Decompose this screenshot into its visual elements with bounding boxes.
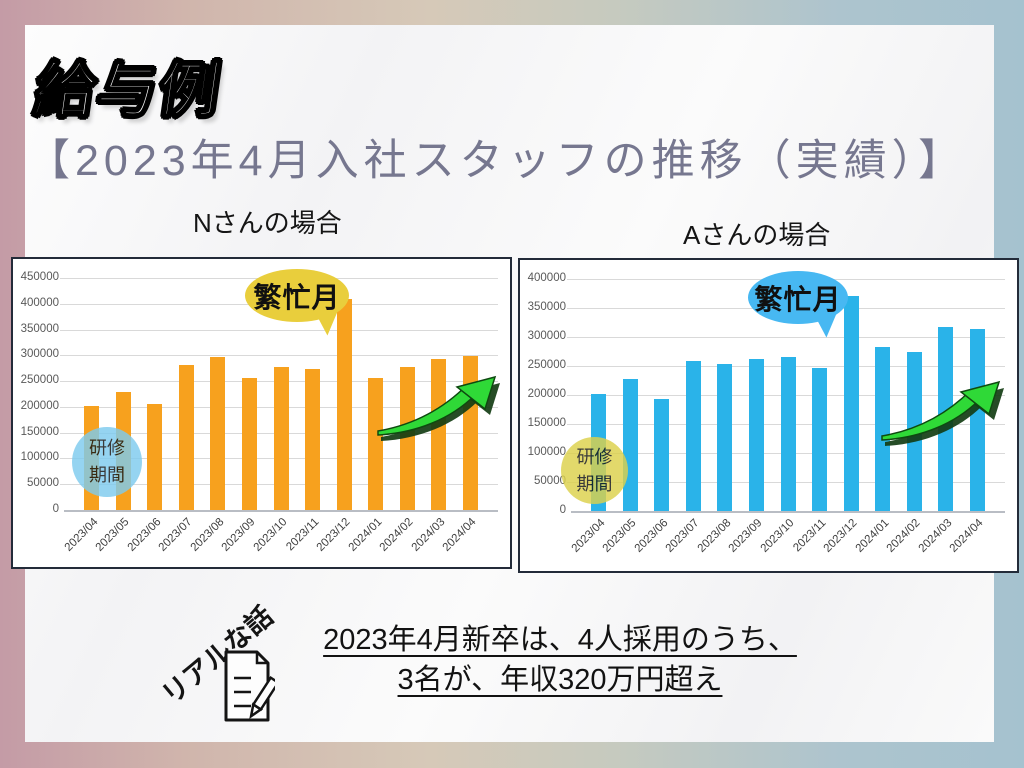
bar-2023/08 bbox=[210, 356, 226, 510]
busy-month-callout: 繁忙月 bbox=[245, 269, 349, 322]
training-period-badge: 研修 期間 bbox=[561, 437, 628, 504]
bar-2023/09 bbox=[748, 359, 764, 511]
memo-pencil-icon bbox=[224, 650, 275, 722]
y-axis-tick-label: 450000 bbox=[20, 271, 59, 283]
bar-2023/11 bbox=[812, 367, 828, 511]
bar-2023/10 bbox=[273, 367, 289, 510]
training-label-line2: 期間 bbox=[89, 465, 125, 485]
bar-2023/06 bbox=[147, 404, 163, 510]
y-axis-tick-label: 250000 bbox=[20, 374, 59, 387]
training-label-line1: 研修 bbox=[576, 446, 613, 467]
bar-2023/06 bbox=[654, 399, 670, 511]
page-subtitle: 【2023年4月入社スタッフの推移（実績）】 bbox=[27, 137, 967, 185]
y-axis-tick-label: 350000 bbox=[527, 301, 566, 313]
y-axis-tick-label: 200000 bbox=[527, 388, 566, 400]
page-title: 給与例 bbox=[30, 56, 227, 125]
chart-title-a-san: Aさんの場合 bbox=[683, 220, 831, 250]
chart-panel-a-san: 400000 350000 300000 250000 200000 150000 1000… bbox=[518, 258, 1019, 573]
bar-2023/08 bbox=[717, 363, 733, 511]
y-axis-tick-label: 400000 bbox=[20, 296, 59, 309]
y-axis-tick-label: 50000 bbox=[534, 475, 566, 487]
bar-2023/07 bbox=[685, 360, 701, 511]
x-axis-label: 2023/04 bbox=[569, 517, 608, 555]
y-axis-tick-label: 150000 bbox=[20, 425, 59, 438]
y-axis-tick-label: 400000 bbox=[527, 272, 566, 284]
bar-2023/05 bbox=[622, 378, 638, 511]
note-line-1: 2023年4月新卒は、4人採用のうち、 bbox=[323, 624, 797, 656]
bar-2023/10 bbox=[780, 357, 796, 511]
chart-title-n-san: Nさんの場合 bbox=[193, 208, 342, 238]
bar-2024/01 bbox=[368, 377, 384, 510]
bar-2023/09 bbox=[241, 377, 257, 510]
gridline bbox=[60, 355, 498, 357]
bar-2023/07 bbox=[178, 365, 194, 510]
training-label-line2: 期間 bbox=[576, 473, 613, 494]
gridline bbox=[567, 337, 1005, 338]
y-axis-tick-label: 100000 bbox=[20, 451, 59, 464]
bar-2024/01 bbox=[875, 347, 891, 511]
gridline bbox=[60, 329, 498, 331]
chart-panel-n-san: 450000 400000 350000 300000 250000 200000 1500… bbox=[11, 257, 512, 569]
bar-2023/12 bbox=[336, 298, 352, 510]
training-label-line1: 研修 bbox=[89, 438, 125, 458]
bar-2024/03 bbox=[431, 359, 447, 510]
y-axis-tick-label: 0 bbox=[559, 504, 566, 516]
y-axis-tick-label: 50000 bbox=[27, 477, 59, 490]
busy-month-callout: 繁忙月 bbox=[748, 271, 848, 324]
footer-note: 2023年4月新卒は、4人採用のうち、 3名が、年収320万円超え bbox=[285, 620, 835, 700]
bar-2023/11 bbox=[305, 368, 321, 510]
bar-2024/02 bbox=[399, 367, 415, 510]
y-axis-tick-label: 0 bbox=[52, 503, 59, 515]
bar-2023/12 bbox=[843, 296, 859, 511]
bar-2024/04 bbox=[969, 328, 985, 511]
growth-arrow-icon bbox=[377, 375, 500, 441]
y-axis-tick-label: 150000 bbox=[527, 417, 566, 429]
y-axis-tick-label: 100000 bbox=[527, 446, 566, 458]
note-line-2: 3名が、年収320万円超え bbox=[397, 664, 723, 696]
y-axis-tick-label: 250000 bbox=[527, 359, 566, 371]
y-axis-tick-label: 200000 bbox=[20, 399, 59, 412]
x-axis-label: 2023/04 bbox=[62, 516, 101, 554]
y-axis-tick-label: 350000 bbox=[20, 322, 59, 335]
y-axis-tick-label: 300000 bbox=[527, 330, 566, 342]
y-axis-tick-label: 300000 bbox=[20, 348, 59, 361]
busy-month-label: 繁忙月 bbox=[253, 281, 341, 313]
training-period-badge: 研修 期間 bbox=[72, 427, 142, 497]
growth-arrow-icon bbox=[881, 380, 1004, 446]
busy-month-label: 繁忙月 bbox=[754, 283, 842, 315]
